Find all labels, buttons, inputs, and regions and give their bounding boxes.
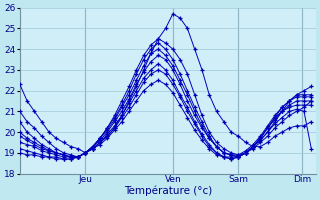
- X-axis label: Température (°c): Température (°c): [124, 185, 212, 196]
